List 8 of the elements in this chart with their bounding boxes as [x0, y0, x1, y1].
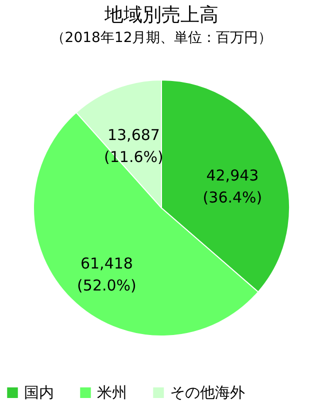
chart-subtitle: （2018年12月期、単位：百万円）	[50, 30, 272, 46]
data-label: 42,943 (36.4%)	[202, 166, 262, 207]
data-label: 13,687 (11.6%)	[104, 126, 164, 166]
chart-title: 地域別売上高	[104, 4, 218, 26]
data-label: 61,418 (52.0%)	[77, 254, 136, 295]
legend-label: 米州	[97, 384, 127, 402]
legend-label: その他海外	[170, 384, 245, 402]
legend-label: 国内	[24, 384, 54, 402]
